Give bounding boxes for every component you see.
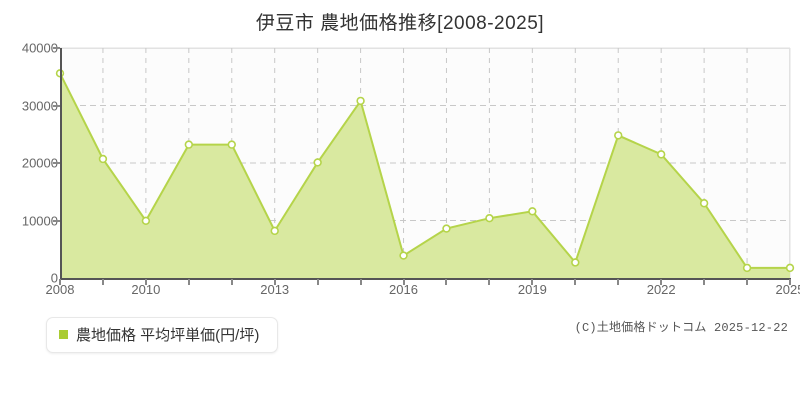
data-point-marker <box>184 140 194 149</box>
area-fill <box>60 73 790 278</box>
data-point-marker <box>656 150 666 159</box>
x-axis-tick-mark <box>316 279 319 285</box>
x-axis-tick-mark <box>273 279 276 285</box>
x-axis-tick-label: 2019 <box>517 282 547 297</box>
y-axis-tick-label: 20000 <box>21 155 58 171</box>
y-axis-tick-label: 0 <box>50 270 58 286</box>
x-axis-tick-label: 2008 <box>45 282 75 297</box>
data-point-marker <box>785 263 795 273</box>
x-axis-tick-mark <box>574 279 577 285</box>
y-axis-tick-mark <box>53 104 60 107</box>
x-axis-tick-label: 2010 <box>131 282 161 297</box>
plot-area <box>55 47 795 278</box>
y-axis-tick-mark <box>53 162 60 164</box>
data-point-marker <box>356 96 365 106</box>
x-axis <box>60 278 791 280</box>
y-axis-tick-label: 30000 <box>21 98 58 113</box>
x-axis-tick-mark <box>660 279 663 285</box>
x-axis-tick-mark <box>789 279 791 285</box>
data-point-marker <box>227 140 236 149</box>
x-axis-tick-mark <box>445 279 448 285</box>
data-point-markers <box>55 69 795 273</box>
x-axis-tick-mark <box>746 279 749 285</box>
data-point-marker <box>485 214 494 223</box>
data-point-marker <box>98 154 108 164</box>
y-axis-tick-mark <box>53 219 60 222</box>
x-axis-tick-mark <box>703 279 706 285</box>
chart-legend: 農地価格 平均坪単価(円/坪) <box>46 317 279 353</box>
chart-canvas <box>55 47 795 278</box>
y-axis-tick-label: 40000 <box>21 40 58 56</box>
x-axis-tick-mark <box>59 279 61 285</box>
chart-title: 伊豆市 農地価格推移[2008-2025] <box>255 13 545 34</box>
x-axis-tick-mark <box>617 279 620 285</box>
data-point-marker <box>528 207 537 216</box>
x-axis-tick-mark <box>359 279 362 285</box>
x-axis-tick-mark <box>187 279 190 285</box>
x-axis-tick-label: 2025 <box>775 282 800 297</box>
x-axis-tick-mark <box>101 279 104 285</box>
data-point-marker <box>141 216 151 225</box>
x-axis-tick-mark <box>230 279 233 285</box>
data-point-marker <box>442 224 451 233</box>
x-axis-tick-mark <box>144 279 147 285</box>
legend-label: 農地価格 平均坪単価(円/坪) <box>76 327 260 344</box>
legend-swatch-icon <box>59 330 68 339</box>
x-axis-tick-mark <box>488 279 491 285</box>
data-point-marker <box>399 251 408 260</box>
x-axis-tick-label: 2013 <box>260 282 290 297</box>
copyright-credit: (C)土地価格ドットコム 2025-12-22 <box>574 321 788 335</box>
y-axis <box>60 48 62 279</box>
y-axis-tick-mark <box>53 47 60 49</box>
x-axis-tick-label: 2016 <box>389 282 418 297</box>
x-axis-tick-mark <box>531 279 534 285</box>
data-point-marker <box>571 258 580 267</box>
data-point-marker <box>270 226 279 236</box>
data-point-marker <box>742 263 752 273</box>
data-point-marker <box>614 131 623 140</box>
x-axis-tick-mark <box>402 279 405 285</box>
x-axis-tick-label: 2022 <box>646 282 676 297</box>
data-point-marker <box>699 199 709 208</box>
data-point-marker <box>313 158 322 167</box>
y-axis-tick-label: 10000 <box>21 213 58 228</box>
series-line <box>59 72 790 269</box>
